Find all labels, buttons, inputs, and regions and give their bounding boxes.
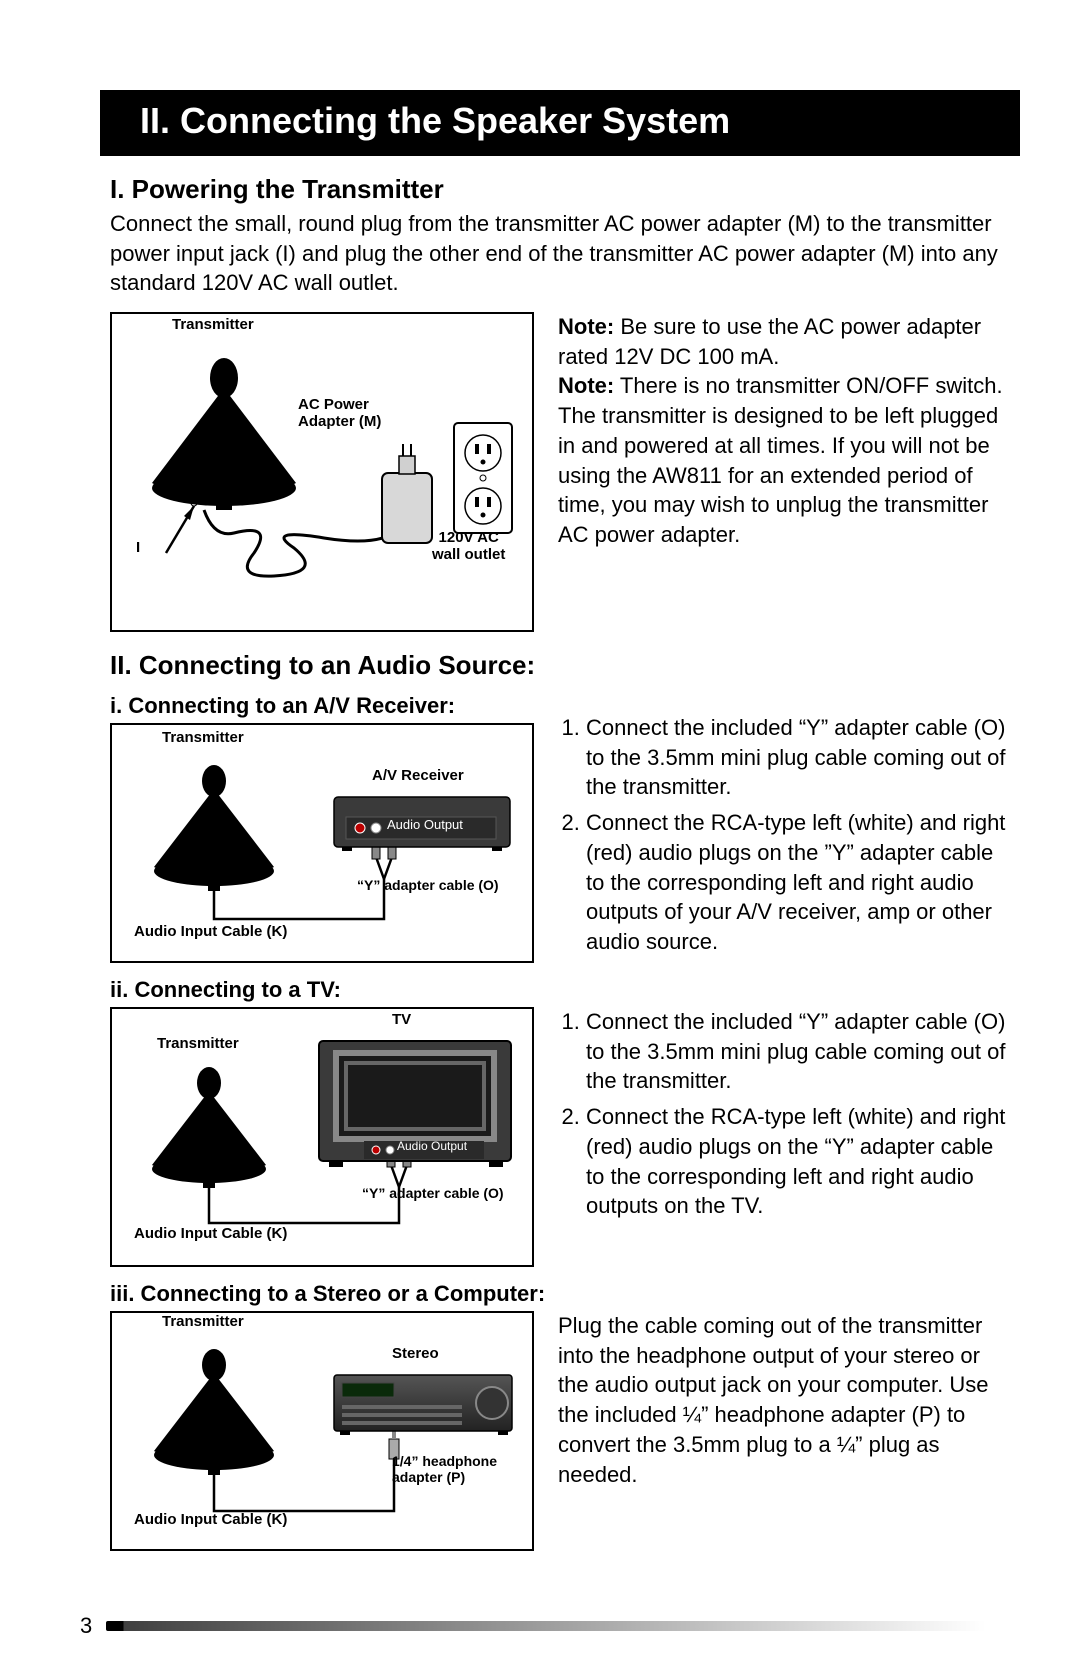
section1-row: Transmitter AC Power Adapter (M) 120V AC… (110, 312, 1010, 632)
page-title: II. Connecting the Speaker System (100, 90, 1020, 156)
diagram-stereo-svg (124, 1327, 520, 1539)
d3-tv-label: TV (392, 1011, 411, 1028)
note2-text: There is no transmitter ON/OFF switch. T… (558, 373, 1003, 546)
sub1-step-2: Connect the RCA-type left (white) and ri… (586, 808, 1010, 956)
footer-rule (106, 1621, 986, 1631)
d1-outlet-label: 120V AC wall outlet (432, 529, 505, 563)
sub3-heading: iii. Connecting to a Stereo or a Compute… (110, 1281, 1010, 1307)
d4-transmitter-label: Transmitter (162, 1313, 244, 1330)
note2-label: Note: (558, 373, 614, 398)
d2-audioout-label: Audio Output (387, 817, 463, 832)
sub3-body: Plug the cable coming out of the transmi… (558, 1311, 1010, 1489)
sub3-row: Transmitter Stereo 1/4” headphone adapte… (110, 1311, 1010, 1551)
sub1-left: i. Connecting to an A/V Receiver: (110, 683, 534, 963)
d1-i-label: I (136, 539, 140, 556)
sub2-step-2: Connect the RCA-type left (white) and ri… (586, 1102, 1010, 1221)
sub1-heading: i. Connecting to an A/V Receiver: (110, 693, 534, 719)
diagram-powering-svg (124, 328, 520, 620)
page-footer: 3 (80, 1613, 986, 1639)
sub2-left: Transmitter TV Audio Output “Y” adapter … (110, 1007, 534, 1267)
d2-inputcable-label: Audio Input Cable (K) (134, 923, 287, 940)
d3-transmitter-label: Transmitter (157, 1035, 239, 1052)
d1-transmitter-label: Transmitter (172, 316, 254, 333)
sub1-step-1: Connect the included “Y” adapter cable (… (586, 713, 1010, 802)
d3-inputcable-label: Audio Input Cable (K) (134, 1225, 287, 1242)
d3-audioout-label: Audio Output (397, 1139, 467, 1153)
diagram-receiver: Transmitter A/V Receiver Audio Output “Y… (110, 723, 534, 963)
diagram-powering: Transmitter AC Power Adapter (M) 120V AC… (110, 312, 534, 632)
sub1-steps: Connect the included “Y” adapter cable (… (558, 713, 1010, 957)
section2-heading: II. Connecting to an Audio Source: (110, 650, 1010, 681)
diagram-stereo: Transmitter Stereo 1/4” headphone adapte… (110, 1311, 534, 1551)
sub1-row: i. Connecting to an A/V Receiver: (110, 683, 1010, 963)
page-number: 3 (80, 1613, 92, 1639)
d2-transmitter-label: Transmitter (162, 729, 244, 746)
section1-body: Connect the small, round plug from the t… (110, 209, 1010, 298)
section1-heading: I. Powering the Transmitter (110, 174, 1010, 205)
note1-text: Be sure to use the AC power adapter rate… (558, 314, 981, 369)
sub2-right: Connect the included “Y” adapter cable (… (558, 1007, 1010, 1227)
section1-notes: Note: Be sure to use the AC power adapte… (558, 312, 1010, 550)
diagram-tv: Transmitter TV Audio Output “Y” adapter … (110, 1007, 534, 1267)
note1-label: Note: (558, 314, 614, 339)
d3-ycable-label: “Y” adapter cable (O) (362, 1185, 504, 1201)
d2-ycable-label: “Y” adapter cable (O) (357, 877, 499, 893)
section1-diagram-col: Transmitter AC Power Adapter (M) 120V AC… (110, 312, 534, 632)
d4-inputcable-label: Audio Input Cable (K) (134, 1511, 287, 1528)
sub3-left: Transmitter Stereo 1/4” headphone adapte… (110, 1311, 534, 1551)
d4-hpadapter-label: 1/4” headphone adapter (P) (392, 1453, 497, 1485)
sub2-step-1: Connect the included “Y” adapter cable (… (586, 1007, 1010, 1096)
d4-stereo-label: Stereo (392, 1345, 439, 1362)
d2-receiver-label: A/V Receiver (372, 767, 464, 784)
sub2-row: Transmitter TV Audio Output “Y” adapter … (110, 1007, 1010, 1267)
sub2-heading: ii. Connecting to a TV: (110, 977, 1010, 1003)
sub2-steps: Connect the included “Y” adapter cable (… (558, 1007, 1010, 1221)
d1-adapter-label: AC Power Adapter (M) (298, 396, 381, 430)
sub1-right: Connect the included “Y” adapter cable (… (558, 683, 1010, 963)
page: II. Connecting the Speaker System I. Pow… (0, 0, 1080, 1591)
